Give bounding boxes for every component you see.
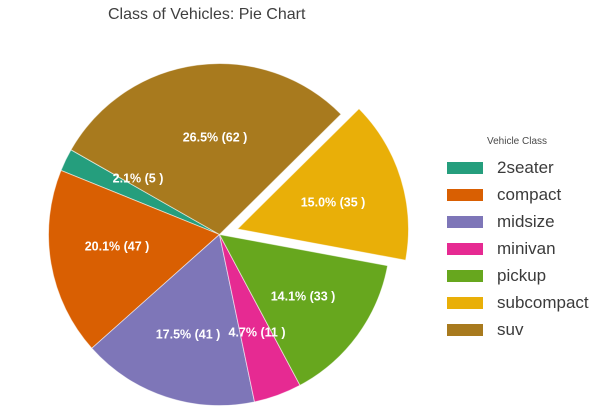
slice-label-subcompact: 15.0% (35 ) (301, 195, 366, 209)
legend-item-label: suv (497, 319, 524, 339)
legend-item-label: 2seater (497, 157, 554, 177)
legend-item-minivan[interactable]: minivan (447, 235, 605, 262)
chart-title: Class of Vehicles: Pie Chart (108, 6, 306, 23)
slice-label-compact: 20.1% (47 ) (85, 239, 150, 253)
legend-swatch (447, 269, 483, 282)
slice-label-minivan: 4.7% (11 ) (229, 325, 286, 339)
legend-item-label: minivan (497, 238, 556, 258)
legend-item-suv[interactable]: suv (447, 316, 605, 343)
slice-label-midsize: 17.5% (41 ) (156, 327, 221, 341)
legend-item-2seater[interactable]: 2seater (447, 154, 605, 181)
pie-slice-midsize[interactable] (91, 233, 256, 406)
slice-label-2seater: 2.1% (5 ) (113, 171, 164, 185)
pie-slice-subcompact[interactable] (236, 108, 409, 261)
slice-label-pickup: 14.1% (33 ) (271, 289, 336, 303)
legend-item-label: midsize (497, 211, 555, 231)
legend: Vehicle Class 2seater compact midsize mi… (447, 136, 605, 343)
legend-item-label: compact (497, 184, 562, 204)
legend-item-label: subcompact (497, 292, 589, 312)
pie-slice-pickup[interactable] (218, 233, 389, 386)
legend-swatch (447, 215, 483, 228)
legend-item-subcompact[interactable]: subcompact (447, 289, 605, 316)
legend-swatch (447, 323, 483, 336)
legend-item-compact[interactable]: compact (447, 181, 605, 208)
pie-slice-suv[interactable] (70, 63, 342, 236)
legend-item-label: pickup (497, 265, 547, 285)
legend-swatch (447, 242, 483, 255)
legend-title: Vehicle Class (487, 136, 548, 147)
legend-swatch (447, 161, 483, 174)
pie-slice-compact[interactable] (48, 169, 221, 349)
legend-item-midsize[interactable]: midsize (447, 208, 605, 235)
legend-swatch (447, 188, 483, 201)
slice-label-suv: 26.5% (62 ) (183, 130, 248, 144)
legend-item-pickup[interactable]: pickup (447, 262, 605, 289)
legend-swatch (447, 296, 483, 309)
